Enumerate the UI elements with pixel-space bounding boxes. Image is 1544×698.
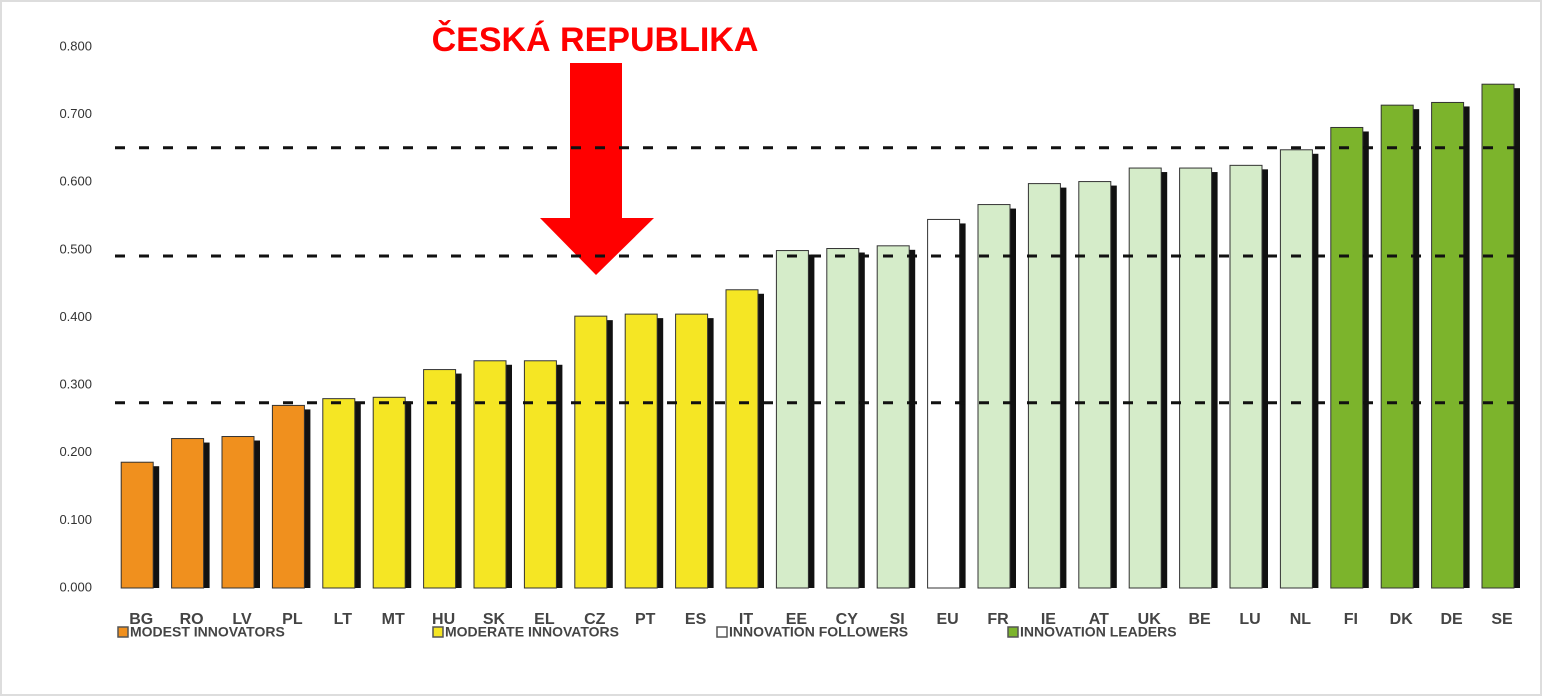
y-tick-label: 0.600: [59, 174, 92, 189]
x-tick-label: PL: [282, 611, 303, 628]
x-tick-label: UK: [1138, 611, 1162, 628]
x-tick-label: SI: [890, 611, 905, 628]
bar: [1179, 167, 1213, 589]
bar: [523, 360, 557, 589]
bar: [1027, 183, 1061, 589]
bar: [977, 204, 1011, 589]
y-tick-label: 0.300: [59, 377, 92, 392]
y-tick-label: 0.400: [59, 309, 92, 324]
bar: [171, 438, 205, 589]
y-tick-label: 0.000: [59, 579, 92, 594]
x-tick-label: ES: [685, 611, 707, 628]
legend-swatch: [1007, 626, 1019, 638]
legend-label: INNOVATION LEADERS: [1020, 624, 1177, 640]
bar: [1481, 83, 1515, 589]
x-tick-label: DE: [1440, 611, 1463, 628]
y-tick-label: 0.100: [59, 512, 92, 527]
x-tick-label: FR: [987, 611, 1009, 628]
bar: [624, 313, 658, 589]
bar: [322, 398, 356, 589]
bar: [1078, 181, 1112, 589]
bar: [372, 396, 406, 589]
bar: [574, 315, 608, 589]
y-tick-label: 0.700: [59, 106, 92, 121]
bar: [1380, 104, 1414, 589]
arrow: [540, 63, 654, 275]
y-tick-label: 0.500: [59, 241, 92, 256]
x-tick-label: AT: [1089, 611, 1109, 628]
x-tick-label: MT: [382, 611, 405, 628]
bar: [1330, 126, 1364, 589]
x-tick-label: SK: [483, 611, 506, 628]
bar: [775, 250, 809, 589]
x-tick-label: BE: [1188, 611, 1211, 628]
x-tick-label: LT: [334, 611, 353, 628]
bar: [876, 245, 910, 589]
legend-label: MODERATE INNOVATORS: [445, 624, 619, 640]
x-tick-label: EE: [786, 611, 808, 628]
bar: [1431, 101, 1465, 589]
x-tick-label: RO: [180, 611, 204, 628]
legend-label: MODEST INNOVATORS: [130, 624, 285, 640]
y-tick-label: 0.200: [59, 444, 92, 459]
annotation: ČESKÁ REPUBLIKA: [432, 20, 759, 59]
x-tick-label: NL: [1290, 611, 1312, 628]
x-tick-label: CY: [836, 611, 859, 628]
x-tick-label: DK: [1390, 611, 1414, 628]
bar: [473, 360, 507, 589]
x-tick-label: LV: [232, 611, 252, 628]
bar: [271, 404, 305, 589]
legend-swatch: [716, 626, 728, 638]
x-tick-label: BG: [129, 611, 153, 628]
y-tick-label: 0.800: [59, 38, 92, 53]
bar: [221, 436, 255, 589]
x-tick-label: LU: [1239, 611, 1260, 628]
bar: [675, 313, 709, 589]
x-tick-label: SE: [1491, 611, 1513, 628]
x-tick-label: PT: [635, 611, 656, 628]
bar: [423, 369, 457, 589]
x-tick-label: IE: [1041, 611, 1056, 628]
legend-swatch: [432, 626, 444, 638]
bar: [725, 289, 759, 589]
x-tick-label: CZ: [584, 611, 606, 628]
legend-label: INNOVATION FOLLOWERS: [729, 624, 908, 640]
bar: [120, 461, 154, 589]
legend-swatch: [117, 626, 129, 638]
x-tick-label: FI: [1344, 611, 1358, 628]
x-tick-label: IT: [739, 611, 753, 628]
x-tick-label: EU: [936, 611, 958, 628]
bar: [1229, 164, 1263, 589]
bar: [1128, 167, 1162, 589]
x-tick-label: EL: [534, 611, 555, 628]
bar: [826, 248, 860, 589]
x-tick-label: HU: [432, 611, 455, 628]
bar: [1279, 149, 1313, 589]
